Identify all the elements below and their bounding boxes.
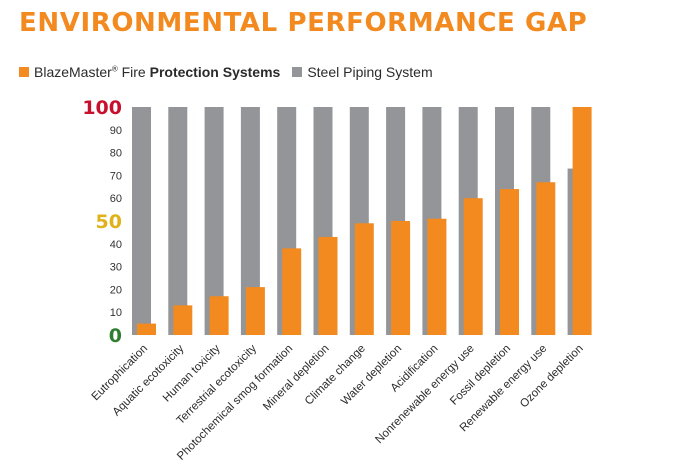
legend-item-steel: Steel Piping System bbox=[292, 64, 433, 80]
y-tick-label-80: 80 bbox=[110, 148, 122, 160]
y-tick-label-40: 40 bbox=[110, 239, 122, 251]
x-tick-label-mineral-depletion: Mineral depletion bbox=[261, 343, 331, 413]
y-tick-label-50: 50 bbox=[96, 211, 122, 233]
bar-blazemaster-aquatic-ecotoxicity bbox=[173, 305, 193, 335]
y-tick-label-70: 70 bbox=[110, 170, 122, 182]
bar-blazemaster-water-depletion bbox=[391, 221, 411, 335]
bar-blazemaster-nonrenewable-energy-use bbox=[463, 198, 483, 335]
bar-blazemaster-mineral-depletion bbox=[318, 236, 338, 335]
bar-blazemaster-photochemical-smog-formation bbox=[282, 248, 302, 335]
bar-steel-eutrophication bbox=[132, 107, 151, 335]
bar-blazemaster-climate-change bbox=[354, 223, 374, 335]
legend-item-blazemaster: BlazeMaster® Fire Protection Systems bbox=[19, 64, 280, 80]
legend-swatch-blazemaster bbox=[19, 67, 29, 77]
x-tick-label-ozone-depletion: Ozone depletion bbox=[518, 343, 586, 411]
bar-blazemaster-acidification bbox=[427, 218, 447, 335]
bar-steel-human-toxicity bbox=[204, 107, 224, 335]
y-tick-label-0: 0 bbox=[109, 325, 122, 347]
y-tick-label-20: 20 bbox=[110, 284, 122, 296]
bar-blazemaster-eutrophication bbox=[137, 323, 156, 335]
y-tick-label-10: 10 bbox=[110, 307, 122, 319]
bar-blazemaster-renewable-energy-use bbox=[536, 182, 556, 335]
bar-blazemaster-ozone-depletion bbox=[572, 107, 592, 335]
y-tick-label-100: 100 bbox=[82, 97, 122, 119]
legend-label-blazemaster: BlazeMaster® Fire Protection Systems bbox=[34, 64, 281, 80]
y-tick-label-30: 30 bbox=[110, 262, 122, 274]
y-tick-label-90: 90 bbox=[110, 125, 122, 137]
y-tick-label-60: 60 bbox=[110, 193, 122, 205]
bar-blazemaster-terrestrial-ecotoxicity bbox=[245, 287, 265, 335]
bar-steel-terrestrial-ecotoxicity bbox=[240, 107, 260, 335]
legend-swatch-steel bbox=[292, 67, 303, 77]
legend: BlazeMaster® Fire Protection Systems Ste… bbox=[19, 64, 445, 80]
legend-label-steel: Steel Piping System bbox=[307, 64, 433, 80]
chart-title: ENVIRONMENTAL PERFORMANCE GAP bbox=[19, 8, 588, 38]
bar-blazemaster-fossil-depletion bbox=[500, 189, 519, 335]
bar-steel-aquatic-ecotoxicity bbox=[168, 107, 188, 335]
bar-blazemaster-human-toxicity bbox=[209, 296, 229, 335]
